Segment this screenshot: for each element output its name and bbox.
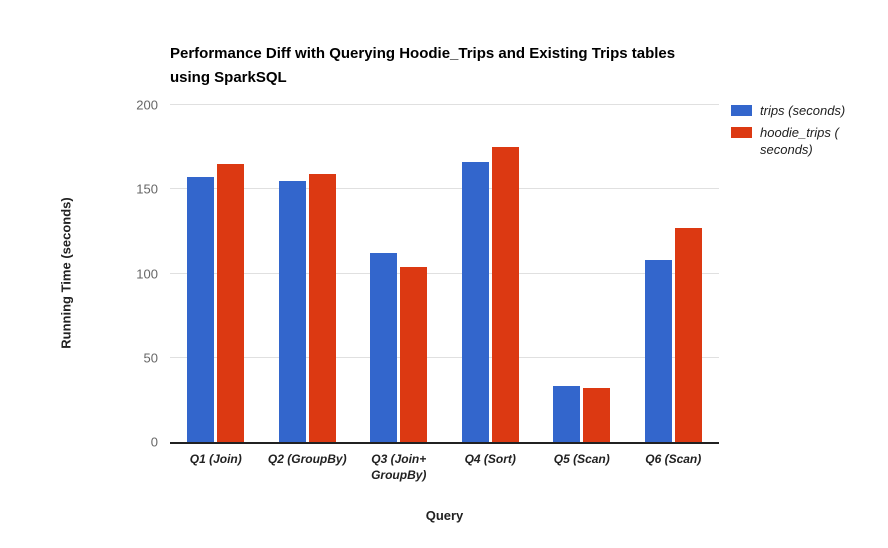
bar-hoodie_trips-q3	[400, 266, 428, 442]
gridline-50	[170, 356, 719, 358]
legend-item-trips: trips (seconds)	[731, 102, 883, 119]
x-axis-title: Query	[425, 508, 464, 523]
y-axis-tick-labels: 0 50 100 150 200	[0, 99, 158, 449]
legend-item-hoodie_trips: hoodie_trips ( seconds)	[731, 124, 883, 158]
bar-group-q2	[262, 105, 354, 442]
bar-trips-q6	[644, 260, 672, 442]
plot-area	[170, 104, 720, 444]
legend: trips (seconds) hoodie_trips ( seconds)	[731, 102, 883, 158]
bar-group-q5	[536, 105, 628, 442]
bar-hoodie_trips-q1	[217, 163, 245, 442]
x-axis-label-q3: Q3 (Join+ GroupBy)	[371, 452, 427, 482]
bar-trips-q1	[187, 177, 215, 442]
bar-hoodie_trips-q2	[308, 174, 336, 442]
x-axis-label-q5: Q5 (Scan)	[553, 452, 610, 466]
bar-group-q1	[170, 105, 262, 442]
legend-swatch-icon	[731, 127, 752, 138]
legend-label: hoodie_trips ( seconds)	[760, 125, 839, 157]
x-axis-labels: Q1 (Join) Q2 (GroupBy) Q3 (Join+ GroupBy) Q…	[170, 451, 719, 491]
x-axis-label-q1: Q1 (Join)	[189, 452, 242, 466]
x-axis-label-q2: Q2 (GroupBy)	[267, 452, 347, 466]
bar-group-q6	[628, 105, 720, 442]
bar-trips-q5	[553, 386, 581, 442]
bar-group-q4	[445, 105, 537, 442]
bar-hoodie_trips-q6	[674, 228, 702, 442]
gridline-200	[170, 104, 719, 105]
chart-title: Performance Diff with Querying Hoodie_Tr…	[170, 45, 676, 86]
legend-label: trips (seconds)	[760, 103, 846, 118]
gridline-150	[170, 188, 719, 190]
bar-trips-q3	[370, 253, 398, 442]
bar-hoodie_trips-q4	[491, 147, 519, 442]
bar-hoodie_trips-q5	[583, 388, 611, 442]
x-axis-label-q4: Q4 (Sort)	[464, 452, 516, 466]
y-tick-label-150: 150	[136, 181, 158, 197]
legend-swatch-icon	[731, 105, 752, 116]
y-tick-label-100: 100	[136, 266, 158, 281]
bar-trips-q4	[461, 162, 489, 442]
y-tick-label-50: 50	[143, 350, 158, 366]
y-tick-label-0: 0	[150, 434, 158, 450]
bar-trips-q2	[278, 180, 306, 442]
y-tick-label-200: 200	[136, 97, 158, 113]
gridline-100	[170, 272, 719, 274]
bar-group-q3	[353, 105, 445, 442]
x-axis-label-q6: Q6 (Scan)	[645, 452, 702, 466]
